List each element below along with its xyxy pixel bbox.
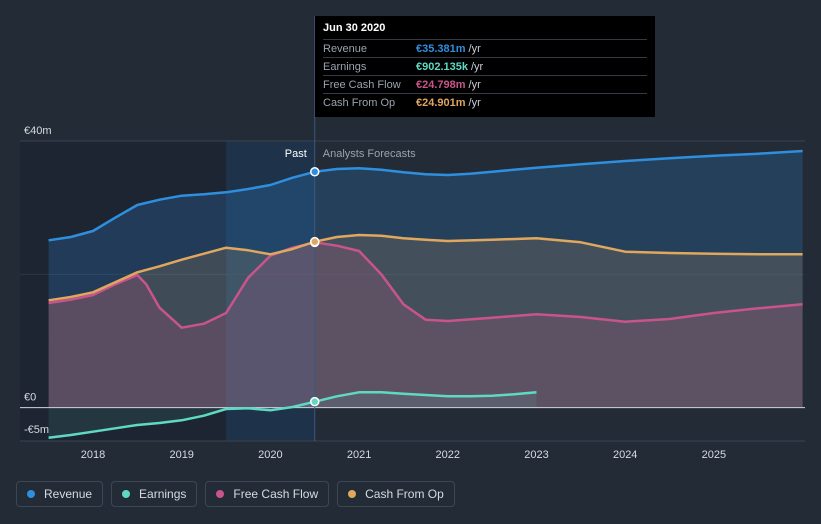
legend-item-free-cash-flow[interactable]: Free Cash Flow — [205, 481, 330, 507]
legend-label: Earnings — [139, 487, 187, 501]
tooltip-unit: /yr — [468, 42, 481, 55]
series-line-revenue — [48, 149, 803, 242]
x-tick-label: 2024 — [613, 449, 637, 461]
tooltip-label: Free Cash Flow — [323, 78, 401, 91]
tooltip-unit: /yr — [468, 78, 481, 91]
tooltip-unit: /yr — [471, 60, 484, 73]
tooltip-row-earnings: Earnings €902.135k /yr — [323, 57, 647, 75]
y-tick-label: €0 — [24, 392, 36, 404]
tooltip-row-cash-from-op: Cash From Op €24.901m /yr — [323, 93, 647, 111]
series-line-cash-from-op — [48, 233, 803, 302]
tooltip: Jun 30 2020 Revenue €35.381m /yr Earning… — [315, 16, 655, 117]
tooltip-value: €35.381m — [416, 42, 466, 55]
legend-label: Revenue — [44, 487, 93, 501]
y-tick-label: €40m — [24, 125, 52, 137]
legend-label: Free Cash Flow — [233, 487, 319, 501]
tooltip-label: Cash From Op — [323, 96, 396, 109]
data-point — [310, 396, 320, 407]
x-tick-label: 2022 — [436, 449, 460, 461]
x-tick-label: 2025 — [702, 449, 726, 461]
forecast-label: Analysts Forecasts — [323, 148, 416, 160]
area-earnings — [48, 392, 537, 438]
x-tick-label: 2019 — [169, 449, 193, 461]
tooltip-value: €24.798m — [416, 78, 466, 91]
data-point — [310, 167, 320, 177]
legend-dot-icon — [27, 490, 35, 498]
tooltip-label: Revenue — [323, 42, 368, 55]
tooltip-row-revenue: Revenue €35.381m /yr — [323, 39, 647, 57]
legend-dot-icon — [122, 490, 131, 498]
area-revenue — [48, 151, 803, 408]
legend-dot-icon — [216, 490, 225, 498]
tooltip-label: Earnings — [323, 60, 367, 73]
x-tick-label: 2018 — [81, 449, 105, 461]
series-line-free-cash-flow — [48, 241, 803, 329]
series-line-earnings — [48, 391, 537, 439]
legend-dot-icon — [348, 490, 357, 498]
x-tick-label: 2023 — [524, 449, 548, 461]
past-region — [20, 141, 227, 441]
area-free-cash-flow — [48, 242, 803, 408]
tooltip-value: €24.901m — [416, 96, 466, 109]
area-cash-from-op — [48, 235, 803, 408]
tooltip-unit: /yr — [468, 96, 481, 109]
x-tick-label: 2020 — [258, 449, 282, 461]
legend-item-revenue[interactable]: Revenue — [16, 481, 104, 507]
tooltip-date: Jun 30 2020 — [323, 22, 386, 34]
past-label: Past — [285, 148, 307, 160]
tooltip-value: €902.135k — [416, 60, 468, 73]
legend: Revenue Earnings Free Cash Flow Cash Fro… — [16, 481, 455, 507]
legend-item-cash-from-op[interactable]: Cash From Op — [337, 481, 455, 507]
legend-item-earnings[interactable]: Earnings — [111, 481, 198, 507]
legend-label: Cash From Op — [365, 487, 444, 501]
y-tick-label: -€5m — [24, 424, 49, 436]
x-tick-label: 2021 — [347, 449, 371, 461]
tooltip-row-free-cash-flow: Free Cash Flow €24.798m /yr — [323, 75, 647, 93]
data-point — [310, 236, 320, 247]
